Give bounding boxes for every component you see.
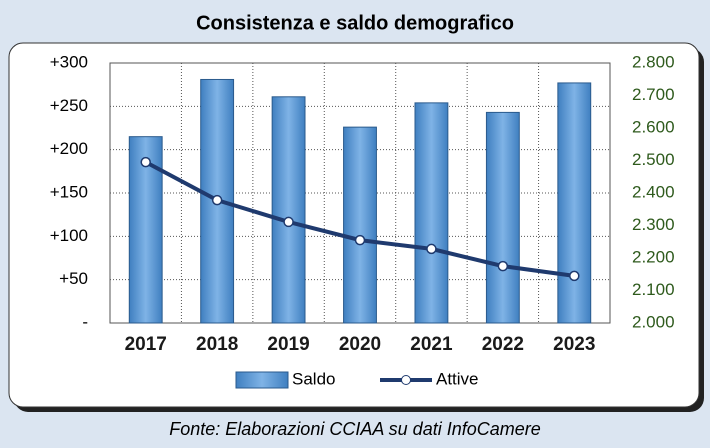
legend-swatch bbox=[235, 371, 289, 389]
x-tick-label: 2022 bbox=[482, 334, 524, 355]
x-tick-label: 2020 bbox=[339, 334, 381, 355]
x-tick-label: 2018 bbox=[196, 334, 238, 355]
line-marker bbox=[354, 234, 366, 246]
y-tick-label: +100 bbox=[50, 226, 88, 245]
line-marker bbox=[140, 156, 151, 168]
legend-label: Attive bbox=[436, 369, 479, 388]
legend-swatch-marker bbox=[401, 375, 411, 385]
y-tick-label: +250 bbox=[50, 96, 88, 115]
caption: Fonte: Elaborazioni CCIAA su dati InfoCa… bbox=[169, 419, 541, 439]
bar bbox=[271, 96, 306, 324]
legend-label: Saldo bbox=[292, 369, 335, 388]
y-tick-label: +200 bbox=[50, 139, 88, 158]
y2-tick-label: 2.100 bbox=[632, 280, 675, 299]
y2-tick-label: 2.400 bbox=[632, 182, 675, 201]
y2-tick-label: 2.700 bbox=[632, 85, 675, 104]
x-tick-label: 2021 bbox=[410, 334, 453, 355]
line-marker bbox=[497, 260, 509, 272]
y-tick-label: +300 bbox=[50, 52, 88, 71]
bar bbox=[343, 126, 377, 324]
y-tick-label: - bbox=[82, 312, 88, 331]
bar bbox=[414, 102, 449, 324]
line-marker bbox=[569, 270, 580, 282]
bar bbox=[557, 82, 592, 324]
y-tick-label: +50 bbox=[59, 269, 88, 288]
y2-tick-label: 2.800 bbox=[632, 52, 675, 71]
y-tick-label: +150 bbox=[50, 182, 88, 201]
x-tick-label: 2017 bbox=[125, 334, 167, 355]
y2-tick-label: 2.300 bbox=[632, 215, 675, 234]
chart-title: Consistenza e saldo demografico bbox=[196, 12, 514, 34]
y2-tick-label: 2.500 bbox=[632, 150, 675, 169]
y2-tick-label: 2.200 bbox=[632, 247, 675, 266]
y2-tick-label: 2.000 bbox=[632, 312, 675, 331]
line-marker bbox=[426, 243, 437, 255]
line-marker bbox=[211, 194, 223, 206]
x-tick-label: 2023 bbox=[553, 334, 595, 355]
y2-tick-label: 2.600 bbox=[632, 117, 675, 136]
bar bbox=[485, 111, 520, 324]
x-tick-label: 2019 bbox=[267, 334, 309, 355]
line-marker bbox=[283, 216, 294, 228]
